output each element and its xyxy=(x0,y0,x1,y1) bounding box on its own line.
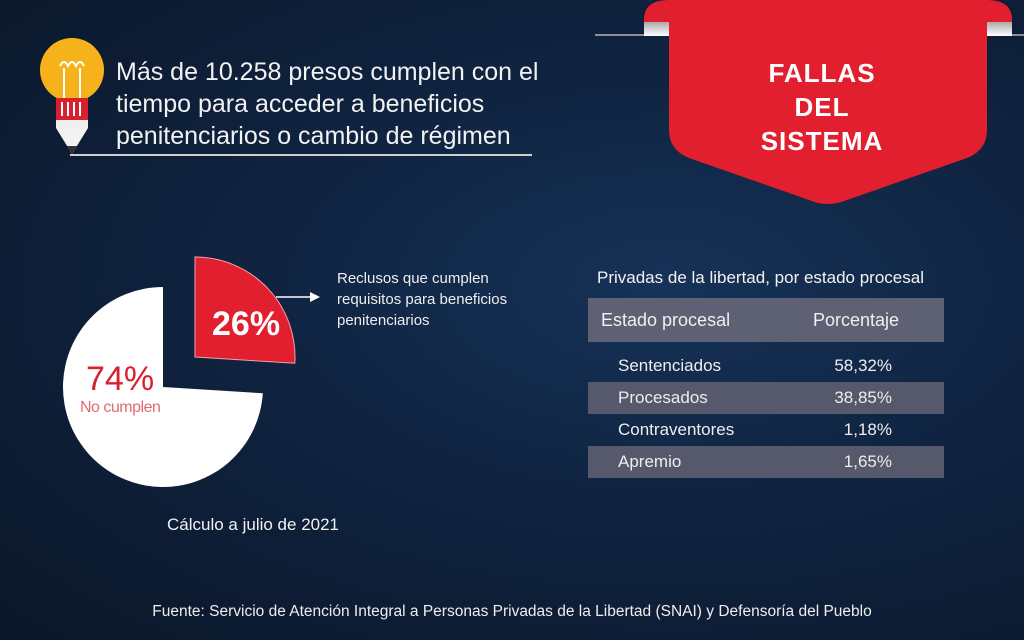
slice-label-no-cumplen: 74% xyxy=(86,360,155,398)
table-title: Privadas de la libertad, por estado proc… xyxy=(597,268,924,287)
lightbulb-pencil-icon xyxy=(40,38,104,154)
table-row: Procesados 38,85% xyxy=(588,382,944,414)
headline-line: tiempo para acceder a beneficios xyxy=(116,90,485,118)
banner-ribbon xyxy=(644,0,1012,204)
headline-line: penitenciarios o cambio de régimen xyxy=(116,122,511,150)
cell-estado: Procesados xyxy=(618,388,708,407)
source-footer: Fuente: Servicio de Atención Integral a … xyxy=(152,603,872,620)
table-row: Apremio 1,65% xyxy=(588,446,944,478)
pie-slice-cumplen xyxy=(194,256,296,364)
banner-line: SISTEMA xyxy=(760,126,884,156)
cell-porcentaje: 58,32% xyxy=(834,356,892,375)
headline-line: Más de 10.258 presos cumplen con el xyxy=(116,58,539,86)
cell-porcentaje: 1,18% xyxy=(843,420,892,439)
cell-estado: Apremio xyxy=(618,452,682,471)
table-header: Estado procesal Porcentaje xyxy=(588,298,944,342)
cell-porcentaje: 1,65% xyxy=(843,452,892,471)
estado-procesal-table: Estado procesal Porcentaje Sentenciados 5… xyxy=(588,298,944,478)
pie-annotation: Reclusos que cumplen requisitos para ben… xyxy=(337,270,508,329)
cell-estado: Contraventores xyxy=(618,420,735,439)
pie-chart xyxy=(63,256,296,487)
cell-porcentaje: 38,85% xyxy=(834,388,892,407)
header-estado: Estado procesal xyxy=(601,309,731,330)
headline: Más de 10.258 presos cumplen con el tiem… xyxy=(116,56,556,152)
banner-line: FALLAS xyxy=(768,58,876,88)
banner-line: DEL xyxy=(794,92,850,122)
headline-underline xyxy=(70,154,532,156)
header-porcentaje: Porcentaje xyxy=(813,309,900,330)
banner-title: FALLAS DEL SISTEMA xyxy=(712,56,932,158)
slice-sublabel: No cumplen xyxy=(80,399,161,416)
arrow-right-icon xyxy=(276,292,320,302)
chart-caption: Cálculo a julio de 2021 xyxy=(167,515,340,534)
cell-estado: Sentenciados xyxy=(618,356,722,375)
table-row: Sentenciados 58,32% xyxy=(588,350,944,382)
table-row: Contraventores 1,18% xyxy=(588,414,944,446)
slice-label-cumplen: 26% xyxy=(212,305,281,343)
pie-slice-no-cumplen xyxy=(63,287,263,487)
